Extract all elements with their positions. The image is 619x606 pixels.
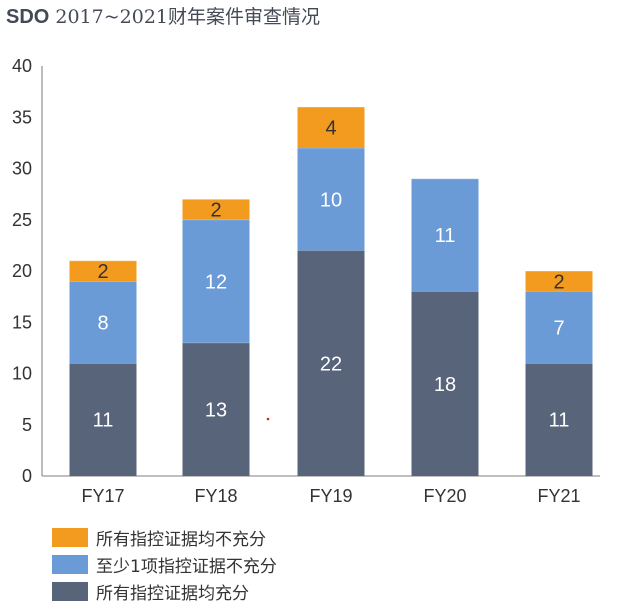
bar-data-label: 13 (205, 399, 227, 421)
bar-data-label: 10 (320, 189, 342, 211)
legend-item-sufficient: 所有指控证据均充分 (52, 578, 277, 604)
bar-segment (525, 271, 593, 292)
legend-item-insufficient: 所有指控证据均不充分 (52, 524, 277, 550)
legend-label-insufficient: 所有指控证据均不充分 (96, 529, 266, 550)
x-tick-label: FY17 (81, 486, 124, 506)
y-tick-label: 30 (12, 159, 32, 179)
bar-data-label: 22 (320, 353, 342, 375)
legend-label-partial: 至少1项指控证据不充分 (96, 556, 277, 577)
chart-title-prefix: SDO (6, 6, 50, 28)
y-tick-label: 20 (12, 261, 32, 281)
bar-segment (297, 250, 365, 476)
x-tick-label: FY21 (537, 486, 580, 506)
legend-swatch-sufficient (52, 581, 88, 601)
bar-data-label: 2 (553, 271, 564, 293)
legend-swatch-partial (52, 554, 88, 574)
bar-segment (525, 363, 593, 476)
chart-legend: 所有指控证据均不充分 至少1项指控证据不充分 所有指控证据均充分 (52, 524, 277, 605)
chart-title: SDO 2017~2021财年案件审查情况 (6, 2, 320, 29)
bar-segment (182, 342, 250, 476)
x-tick-label: FY19 (309, 486, 352, 506)
bar-data-label: 7 (553, 317, 564, 339)
bar-segment (411, 178, 479, 292)
y-tick-label: 35 (12, 107, 32, 127)
bar-data-label: 12 (205, 271, 227, 293)
bar-segment (297, 148, 365, 251)
chart-title-rest: 2017~2021财年案件审查情况 (49, 6, 321, 28)
bar-data-label: 2 (210, 200, 221, 222)
bar-data-label: 11 (435, 225, 456, 247)
y-tick-label: 0 (22, 466, 32, 486)
bar-segment (525, 291, 593, 364)
bar-data-label: 2 (97, 261, 108, 283)
stacked-bar-chart: 0 5 10 15 20 25 30 35 40 11 8 2 FY17 13 12 2 FY18 22 10 4 FY… (12, 56, 600, 506)
y-tick-label: 25 (12, 210, 32, 230)
bar-segment (182, 199, 250, 220)
bar-segment (182, 219, 250, 343)
bar-segment (69, 260, 137, 282)
bar-segment (411, 291, 479, 476)
y-tick-label: 40 (12, 56, 32, 76)
stray-dot (266, 417, 270, 421)
legend-item-partial: 至少1项指控证据不充分 (52, 551, 277, 577)
x-tick-label: FY18 (194, 486, 237, 506)
y-tick-label: 15 (12, 312, 32, 332)
bar-segment (297, 107, 365, 148)
bar-data-label: 18 (434, 374, 456, 396)
legend-label-sufficient: 所有指控证据均充分 (96, 583, 249, 604)
y-tick-label: 10 (12, 364, 32, 384)
bar-data-label: 11 (549, 410, 570, 432)
bar-data-label: 8 (97, 312, 108, 334)
bar-data-label: 11 (93, 410, 114, 432)
bar-segment (69, 363, 137, 476)
bar-data-label: 4 (325, 118, 336, 140)
x-tick-label: FY20 (423, 486, 466, 506)
legend-swatch-insufficient (52, 527, 88, 547)
y-tick-label: 5 (22, 415, 32, 435)
bar-segment (69, 281, 137, 364)
